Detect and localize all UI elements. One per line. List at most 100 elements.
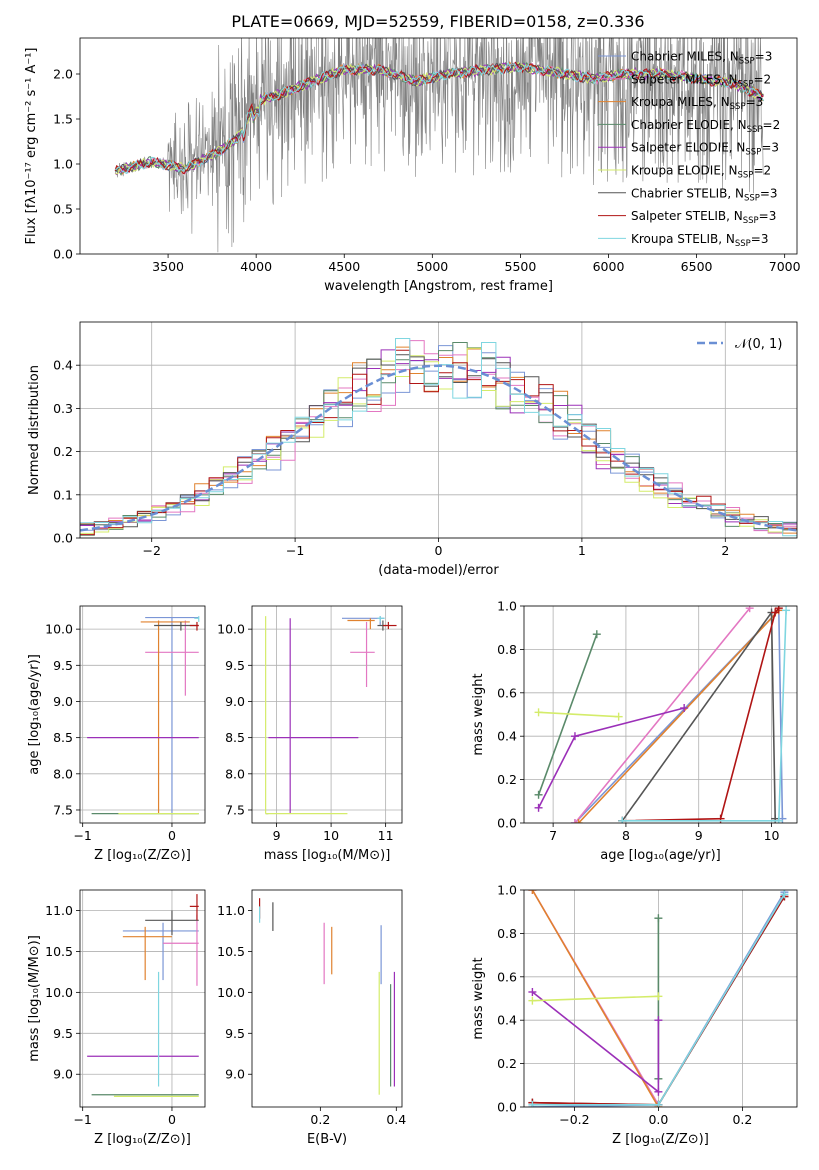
y-tick-label: 9.5 xyxy=(225,1026,245,1041)
y-tick-label: 8.5 xyxy=(53,730,73,745)
errorbar-salpeter-stelib xyxy=(189,621,199,631)
legend-label-kroupa-stelib: Kroupa STELIB, NSSP=3 xyxy=(631,232,769,249)
weight-marker-kroupa-stelib xyxy=(618,816,627,823)
y-tick-label: 0.5 xyxy=(53,202,73,217)
x-axis-label: Z [log₁₀(Z/Z⊙)] xyxy=(612,1132,709,1147)
x-tick-label: 10 xyxy=(323,828,339,843)
x-tick-label: 0.2 xyxy=(310,1112,330,1127)
histogram-salpeter-stelib xyxy=(80,349,797,538)
x-tick-label: 6000 xyxy=(593,259,625,274)
legend-label-chabrier-stelib: Chabrier STELIB, NSSP=3 xyxy=(631,186,778,203)
weight-marker-kroupa-elodie xyxy=(534,708,543,717)
weight-line-salpeter-elodie xyxy=(531,991,660,1094)
x-axis-label: E(B-V) xyxy=(307,1132,347,1147)
x-tick-label: 6500 xyxy=(681,259,713,274)
y-axis-label: mass weight xyxy=(471,673,486,755)
y-tick-label: 0.2 xyxy=(497,1056,517,1071)
y-tick-label: 0.8 xyxy=(497,926,517,941)
x-tick-label: −1 xyxy=(73,828,91,843)
y-tick-label: 9.0 xyxy=(53,1067,73,1082)
spectrum-data-line xyxy=(114,38,764,253)
x-tick-label: 7 xyxy=(549,828,557,843)
axes: 7 8 9 10 0.0 0.2 0.4 0.6 0.8 1.0 age [log₁₀(age/yr… xyxy=(471,599,798,863)
x-tick-label: 0.2 xyxy=(732,1112,752,1127)
axes-frame xyxy=(523,605,798,824)
gaussian-curve xyxy=(80,364,797,532)
y-tick-label: 11.0 xyxy=(217,903,245,918)
y-tick-label: 8.0 xyxy=(53,766,73,781)
errorbar-chabrier-stelib xyxy=(145,910,199,936)
axes-frame xyxy=(79,37,798,255)
errorbar-salpeter-miles xyxy=(163,914,199,986)
y-tick-label: 10.0 xyxy=(217,622,245,637)
x-tick-label: 5500 xyxy=(505,259,537,274)
y-tick-label: 10.0 xyxy=(45,622,73,637)
errorbar-salpeter-elodie xyxy=(268,618,359,814)
axes: −1 0 9.0 9.5 10.0 10.5 11.0 Z [log₁₀(Z/Z⊙)] mass… xyxy=(27,889,206,1147)
y-tick-label: 1.5 xyxy=(53,112,73,127)
weight-line-kroupa-elodie xyxy=(538,711,619,718)
x-axis-label: Z [log₁₀(Z/Z⊙)] xyxy=(94,848,191,863)
axes-frame xyxy=(251,605,403,824)
x-tick-label: 0 xyxy=(168,1112,176,1127)
figure-title: PLATE=0669, MJD=52559, FIBERID=0158, z=0… xyxy=(231,12,645,31)
panel-residuals: −2 −1 0 1 2 0.0 0.1 0.2 0.3 0.4 (data-model)/error… xyxy=(27,321,798,578)
y-tick-label: 9.0 xyxy=(225,694,245,709)
weight-marker-kroupa-elodie xyxy=(614,712,623,721)
y-axis-label: Flux [fλ10⁻¹⁷ erg cm⁻² s⁻¹ A⁻¹] xyxy=(24,48,39,245)
y-tick-label: 9.5 xyxy=(53,1026,73,1041)
legend-label-chabrier-miles: Chabrier MILES, NSSP=3 xyxy=(631,50,772,67)
x-tick-label: 8 xyxy=(622,828,630,843)
y-tick-label: 1.0 xyxy=(497,883,517,898)
panel-mass_vs_z: −1 0 9.0 9.5 10.0 10.5 11.0 Z [log₁₀(Z/Z⊙)] mass… xyxy=(27,889,206,1147)
y-tick-label: 0.0 xyxy=(497,1100,517,1115)
x-tick-label: 2 xyxy=(721,543,729,558)
errorbar-kroupa-stelib xyxy=(194,616,200,622)
axes-frame xyxy=(79,321,798,539)
errorbar-salpeter-stelib xyxy=(189,894,199,921)
y-tick-label: 0.0 xyxy=(53,247,73,262)
weight-line-salpeter-elodie xyxy=(537,707,685,809)
y-tick-label: 0.0 xyxy=(497,816,517,831)
legend-label-salpeter-elodie: Salpeter ELODIE, NSSP=3 xyxy=(631,141,779,158)
errorbar-chabrier-miles xyxy=(145,616,199,814)
x-tick-label: 3500 xyxy=(152,259,184,274)
errorbar-kroupa-miles xyxy=(140,620,190,814)
errorbar-salpeter-stelib xyxy=(382,621,397,630)
y-tick-label: 10.0 xyxy=(45,985,73,1000)
weight-marker-kroupa-stelib xyxy=(782,606,791,615)
y-tick-label: 0.6 xyxy=(497,685,517,700)
y-axis-label: mass [log₁₀(M/M⊙)] xyxy=(27,935,42,1062)
x-tick-label: 0 xyxy=(435,543,443,558)
weight-marker-salpeter-elodie xyxy=(528,987,537,996)
y-tick-label: 0.2 xyxy=(53,444,73,459)
x-tick-label: −2 xyxy=(142,543,160,558)
panel-massweight_vs_age: 7 8 9 10 0.0 0.2 0.4 0.6 0.8 1.0 age [log₁₀(age/yr… xyxy=(471,599,798,863)
weight-marker-kroupa-miles xyxy=(574,819,583,823)
x-tick-label: 7000 xyxy=(769,259,801,274)
axes: 9 10 11 7.5 8.0 8.5 9.0 9.5 10.0 mass [log₁₀(M/M⊙… xyxy=(217,605,403,863)
y-tick-label: 10.5 xyxy=(45,944,73,959)
y-tick-label: 0.6 xyxy=(497,969,517,984)
y-tick-label: 2.0 xyxy=(53,67,73,82)
y-tick-label: 8.5 xyxy=(225,730,245,745)
x-axis-label: Z [log₁₀(Z/Z⊙)] xyxy=(94,1132,191,1147)
x-tick-label: 11 xyxy=(378,828,394,843)
legend-label-salpeter-stelib: Salpeter STELIB, NSSP=3 xyxy=(631,209,776,226)
errorbar-chabrier-miles xyxy=(122,922,199,981)
weight-line-salpeter-miles xyxy=(574,607,751,823)
weight-marker-salpeter-elodie xyxy=(570,732,579,741)
x-tick-label: 1 xyxy=(578,543,586,558)
plot-area xyxy=(87,894,199,1097)
weight-marker-kroupa-stelib xyxy=(528,1100,537,1107)
y-tick-label: 8.0 xyxy=(225,766,245,781)
weight-marker-salpeter-miles xyxy=(570,819,579,823)
weight-marker-salpeter-elodie xyxy=(654,1016,663,1025)
grid xyxy=(524,889,797,1108)
x-tick-label: 4000 xyxy=(240,259,272,274)
x-tick-label: 5000 xyxy=(416,259,448,274)
axes: −1 0 7.5 8.0 8.5 9.0 9.5 10.0 Z [log₁₀(Z/Z⊙)] age… xyxy=(27,605,206,863)
y-tick-label: 0.8 xyxy=(497,642,517,657)
axes-frame xyxy=(79,605,206,824)
